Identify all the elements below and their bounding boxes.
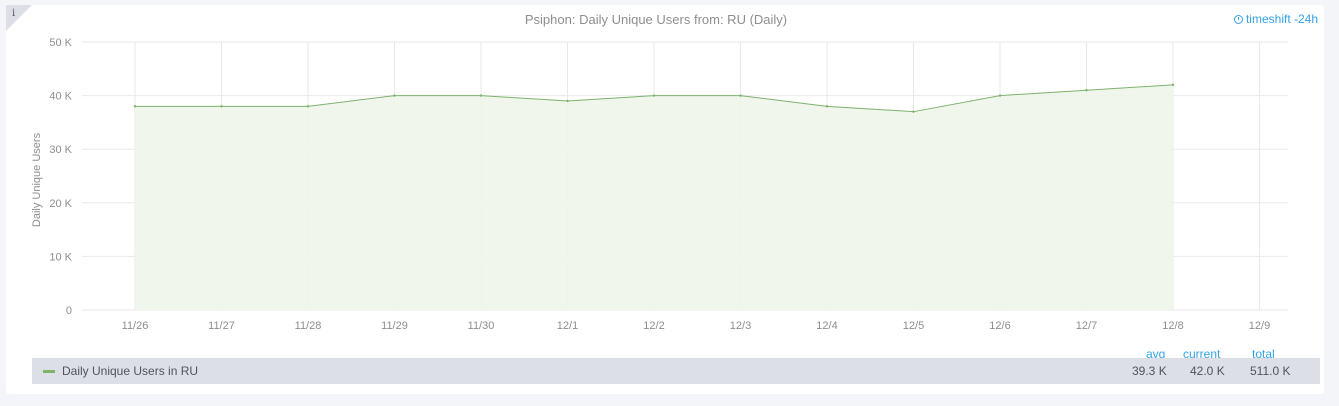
x-tick-label: 11/26	[122, 320, 149, 332]
x-tick-label: 12/7	[1076, 320, 1097, 332]
data-point	[1085, 89, 1088, 92]
legend-header-total[interactable]: total	[1252, 347, 1275, 361]
y-tick-label: 10 K	[49, 251, 72, 263]
x-tick-label: 12/5	[903, 320, 924, 332]
y-tick-label: 40 K	[49, 91, 72, 103]
legend-series-swatch[interactable]	[43, 370, 55, 373]
clock-icon	[1233, 14, 1243, 24]
data-point	[739, 94, 742, 97]
data-point	[652, 94, 656, 97]
x-tick-label: 11/30	[468, 320, 495, 332]
legend-total-value: 511.0 K	[1250, 364, 1291, 378]
x-tick-label: 11/28	[295, 320, 322, 332]
data-point	[1171, 83, 1175, 87]
legend-series-name[interactable]: Daily Unique Users in RU	[62, 364, 199, 378]
y-tick-label: 0	[66, 305, 72, 317]
x-tick-label: 12/3	[730, 320, 751, 332]
x-tick-label: 12/1	[557, 320, 578, 332]
data-point	[479, 94, 483, 97]
x-tick-label: 12/9	[1249, 320, 1270, 332]
y-axis-label: Daily Unique Users	[31, 132, 43, 227]
graph-panel: i Psiphon: Daily Unique Users from: RU (…	[6, 5, 1324, 394]
legend-header-current[interactable]: current	[1183, 347, 1221, 361]
data-point	[566, 99, 569, 103]
x-tick-label: 11/29	[381, 320, 408, 332]
data-point	[306, 105, 310, 108]
x-tick-label: 11/27	[208, 320, 235, 332]
legend-row[interactable]: Daily Unique Users in RU 39.3 K 42.0 K 5…	[32, 358, 1320, 384]
series-area	[135, 84, 1173, 310]
data-point	[220, 105, 223, 108]
y-tick-label: 30 K	[49, 144, 72, 156]
panel-info-corner[interactable]	[6, 5, 32, 31]
chart-plot-area[interactable]: 010 K20 K30 K40 K50 K 11/26 11/27 11/28 11/…	[6, 5, 1324, 345]
x-tick-label: 12/8	[1162, 320, 1183, 332]
legend-avg-value: 39.3 K	[1132, 364, 1167, 378]
x-tick-labels: 11/26 11/27 11/28 11/29 11/30 12/1 12/2 12/3 12/…	[122, 320, 1271, 332]
x-tick-label: 12/4	[816, 320, 837, 332]
x-tick-label: 12/2	[643, 320, 664, 332]
y-tick-labels: 0 10 K 20 K 30 K 40 K 50 K	[49, 37, 72, 317]
info-icon[interactable]: i	[12, 8, 16, 19]
data-point	[912, 110, 915, 113]
y-tick-label: 20 K	[49, 198, 72, 210]
timeshift-info: timeshift -24h	[1233, 12, 1318, 26]
series-layer	[133, 83, 1175, 310]
data-point	[825, 105, 829, 108]
legend-current-value: 42.0 K	[1190, 364, 1225, 378]
timeshift-label: timeshift -24h	[1245, 12, 1318, 26]
data-point	[393, 94, 396, 97]
data-point	[998, 94, 1002, 97]
data-point	[133, 105, 137, 108]
legend-header-avg[interactable]: avg	[1146, 347, 1166, 361]
panel-title[interactable]: Psiphon: Daily Unique Users from: RU (Da…	[524, 12, 788, 27]
x-tick-label: 12/6	[989, 320, 1010, 332]
y-tick-label: 50 K	[49, 37, 72, 49]
